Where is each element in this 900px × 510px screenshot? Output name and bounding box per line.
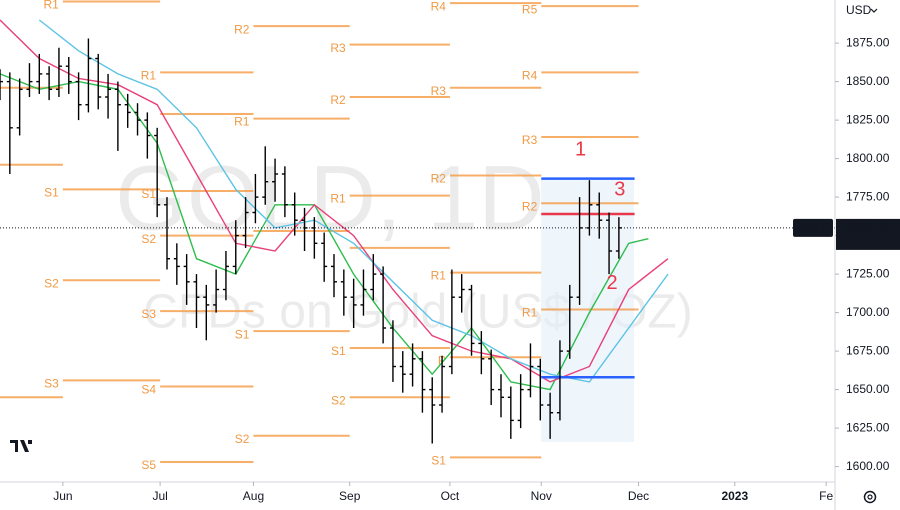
last-price-label: 1755.01: [846, 220, 890, 234]
x-tick-label: Nov: [531, 489, 552, 503]
currency-label[interactable]: USD: [846, 3, 872, 17]
pivot-label: R1: [234, 115, 250, 129]
pivot-label: R1: [44, 0, 60, 12]
symbol-tag: [793, 218, 833, 237]
drawing-label: 2: [606, 272, 617, 294]
logo-glyph: [10, 440, 32, 452]
pivot-label: R4: [431, 0, 447, 13]
x-tick-label: 2023: [721, 489, 748, 503]
pivot-label: R3: [522, 133, 538, 147]
settings-button[interactable]: [863, 490, 877, 504]
chevron-icon[interactable]: [870, 8, 878, 13]
currency-button[interactable]: USD: [846, 3, 878, 17]
pivot-label: S1: [44, 186, 59, 200]
y-tick-label: 1675.00: [846, 343, 890, 357]
y-tick-label: 1725.00: [846, 266, 890, 280]
x-tick-label: Sep: [339, 489, 361, 503]
pivot-label: S4: [141, 383, 156, 397]
moving-average: [0, 19, 669, 383]
drawing-label: 1: [575, 138, 586, 160]
pivot-label: S1: [235, 327, 250, 341]
pivot-label: R2: [431, 172, 447, 186]
x-tick-label: Oct: [441, 489, 460, 503]
pivot-label: R1: [330, 192, 346, 206]
y-tick-label: 1775.00: [846, 189, 890, 203]
price-tag: [836, 218, 900, 250]
symbol-label: GOLD: [796, 220, 830, 234]
pivot-label: R3: [330, 41, 346, 55]
pivot-label: S1: [331, 344, 346, 358]
drawing-label: 3: [614, 178, 625, 200]
y-tick-label: 1875.00: [846, 35, 890, 49]
pivot-label: S5: [141, 458, 156, 472]
pivot-label: S3: [44, 377, 59, 391]
gear-hub[interactable]: [867, 494, 873, 500]
x-tick-label: Aug: [243, 489, 264, 503]
pivot-label: S3: [141, 307, 156, 321]
y-tick-label: 1850.00: [846, 74, 890, 88]
pivot-label: S2: [331, 393, 346, 407]
pivot-label: R1: [141, 69, 157, 83]
y-tick-label: 1825.00: [846, 112, 890, 126]
pivot-label: R1: [522, 306, 538, 320]
pivot-label: S1: [141, 187, 156, 201]
pivot-label: R2: [234, 22, 250, 36]
x-tick-label: Jul: [152, 489, 167, 503]
y-tick-label: 1700.00: [846, 305, 890, 319]
countdown-label: 14:06:51: [846, 234, 893, 248]
pivot-label: R1: [431, 269, 447, 283]
pivot-label: S1: [431, 454, 446, 468]
gear-icon[interactable]: [863, 490, 877, 504]
pivot-label: R3: [431, 84, 447, 98]
y-tick-label: 1625.00: [846, 420, 890, 434]
y-tick-label: 1800.00: [846, 151, 890, 165]
x-tick-label: Dec: [628, 489, 649, 503]
pivot-label: R2: [330, 93, 346, 107]
pivot-label: S2: [235, 432, 250, 446]
logo-bg: [7, 433, 37, 457]
tv-logo: [7, 433, 37, 457]
y-tick-label: 1600.00: [846, 459, 890, 473]
pivot-label: R4: [522, 69, 538, 83]
y-tick-label: 1650.00: [846, 382, 890, 396]
pivot-label: R2: [522, 199, 538, 213]
pivot-label: S2: [141, 232, 156, 246]
pivot-label: S2: [44, 276, 59, 290]
plot-area: R1 S1 S2 S3 R1 S1 S2 S3 S4 S5 R2 R1 S1 S2 R3 R2 R1 S1 S2 R4…: [0, 0, 835, 472]
pivot-label: R5: [522, 2, 538, 16]
x-tick-label: Jun: [53, 489, 72, 503]
x-tick-label: Fe: [819, 489, 833, 503]
